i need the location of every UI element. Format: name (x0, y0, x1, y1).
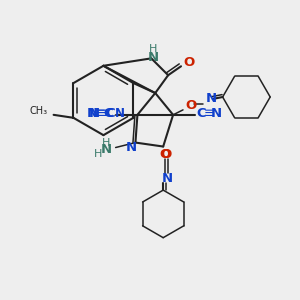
Text: C: C (105, 107, 115, 120)
Text: N: N (211, 107, 222, 120)
Text: O: O (185, 99, 197, 112)
Text: N: N (162, 172, 173, 185)
Text: ≡: ≡ (94, 107, 105, 120)
Text: C: C (103, 107, 112, 120)
Text: N: N (148, 51, 159, 64)
Text: ≡: ≡ (203, 107, 214, 120)
Text: O: O (160, 148, 171, 161)
Text: N: N (100, 143, 112, 156)
Text: N: N (88, 107, 99, 120)
Text: O: O (183, 56, 195, 69)
Text: N: N (206, 92, 217, 106)
Text: O: O (160, 148, 172, 161)
Text: N: N (86, 107, 98, 120)
Text: H: H (94, 149, 102, 160)
Text: C: C (196, 107, 206, 120)
Text: ≡: ≡ (96, 107, 107, 120)
Text: H: H (149, 44, 158, 54)
Text: N: N (126, 141, 137, 154)
Text: N: N (115, 107, 124, 120)
Text: H: H (101, 138, 110, 148)
Text: CH₃: CH₃ (29, 106, 48, 116)
